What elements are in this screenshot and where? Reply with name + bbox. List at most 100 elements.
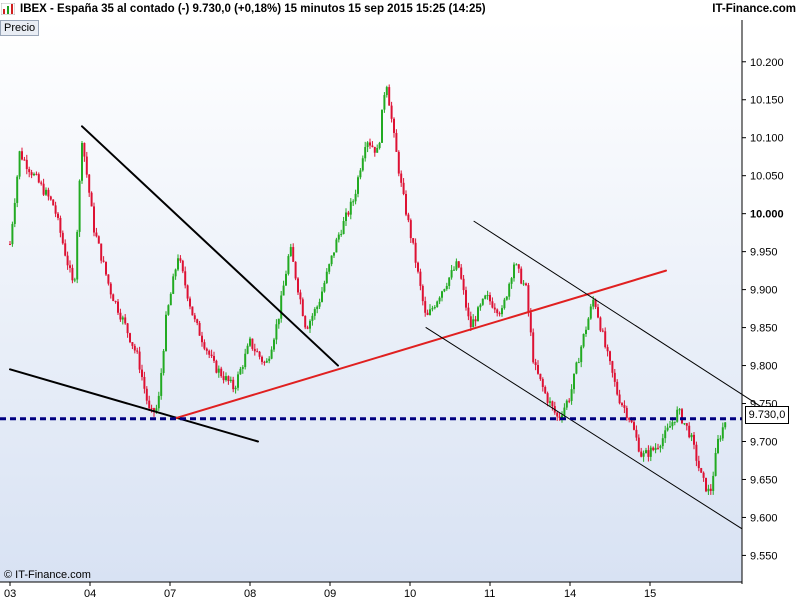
candle-body bbox=[83, 142, 86, 157]
candle-body bbox=[311, 315, 314, 321]
candle-body bbox=[121, 317, 124, 320]
candle-body bbox=[621, 403, 623, 406]
y-tick-label: 9.900 bbox=[750, 285, 778, 297]
candle-body bbox=[625, 407, 628, 418]
candle-body bbox=[628, 417, 631, 420]
candle-body bbox=[165, 314, 167, 351]
candle-body bbox=[712, 475, 715, 491]
candle-body bbox=[167, 305, 170, 315]
candle-body bbox=[186, 285, 189, 299]
candle-body bbox=[66, 255, 69, 266]
candle-body bbox=[491, 301, 494, 308]
candle-body bbox=[606, 347, 609, 352]
candle-body bbox=[71, 267, 74, 281]
candle-body bbox=[251, 338, 254, 349]
candle-body bbox=[527, 285, 530, 313]
candle-body bbox=[150, 408, 153, 410]
candle-body bbox=[201, 335, 203, 343]
y-tick-label: 10.100 bbox=[750, 133, 784, 145]
candle-body bbox=[193, 315, 196, 320]
candle-body bbox=[467, 307, 470, 317]
candle-body bbox=[647, 450, 650, 457]
candle-body bbox=[21, 151, 23, 160]
candle-body bbox=[210, 354, 213, 356]
candle-body bbox=[424, 301, 427, 313]
candle-body bbox=[393, 118, 395, 133]
candle-body bbox=[361, 158, 364, 171]
candle-body bbox=[177, 258, 179, 270]
candle-body bbox=[107, 274, 110, 284]
x-tick-label: 14 bbox=[564, 588, 576, 600]
candle-body bbox=[409, 220, 412, 239]
candle-body bbox=[397, 151, 400, 174]
candle-body bbox=[97, 236, 100, 244]
candle-body bbox=[417, 262, 419, 272]
candle-body bbox=[179, 258, 182, 261]
x-tick-label: 09 bbox=[324, 588, 336, 600]
candle-body bbox=[268, 358, 271, 361]
x-tick-label: 08 bbox=[244, 588, 256, 600]
candle-body bbox=[465, 290, 467, 308]
candle-body bbox=[381, 109, 383, 143]
candle-body bbox=[477, 307, 479, 322]
candle-body bbox=[441, 291, 443, 298]
y-tick-label: 10.200 bbox=[750, 57, 784, 69]
candle-body bbox=[181, 260, 184, 272]
candle-body bbox=[364, 147, 367, 159]
x-tick-label: 15 bbox=[644, 588, 656, 600]
candle-body bbox=[544, 386, 547, 394]
candle-body bbox=[49, 196, 52, 200]
candle-body bbox=[484, 295, 487, 299]
candle-body bbox=[237, 374, 239, 388]
candle-body bbox=[549, 401, 551, 403]
candle-body bbox=[330, 255, 333, 265]
trendline-4 bbox=[425, 327, 743, 530]
candle-body bbox=[412, 238, 415, 243]
candle-body bbox=[556, 412, 559, 417]
candle-body bbox=[448, 277, 451, 286]
candle-body bbox=[232, 379, 235, 390]
candle-body bbox=[155, 408, 158, 412]
candle-body bbox=[453, 269, 455, 271]
candle-body bbox=[616, 381, 619, 395]
y-tick-label: 9.700 bbox=[750, 437, 778, 449]
candle-body bbox=[222, 376, 225, 381]
candle-body bbox=[529, 312, 532, 333]
candle-body bbox=[30, 172, 33, 176]
candle-body bbox=[642, 453, 645, 457]
candle-body bbox=[81, 142, 83, 181]
candle-body bbox=[85, 156, 88, 175]
candle-body bbox=[208, 350, 211, 355]
candle-body bbox=[354, 193, 357, 202]
candle-body bbox=[131, 342, 134, 346]
price-tab[interactable]: Precio bbox=[0, 20, 40, 36]
candle-body bbox=[357, 177, 359, 194]
trendline-1 bbox=[9, 368, 259, 443]
candle-body bbox=[133, 345, 136, 351]
candle-body bbox=[429, 309, 431, 315]
x-tick-label: 07 bbox=[164, 588, 176, 600]
candle-body bbox=[589, 306, 592, 319]
trendline-5 bbox=[473, 220, 763, 408]
candle-body bbox=[102, 260, 105, 262]
y-tick-label: 9.950 bbox=[750, 247, 778, 259]
candle-body bbox=[78, 180, 81, 232]
candle-body bbox=[306, 327, 309, 329]
candle-body bbox=[676, 409, 679, 422]
candle-body bbox=[42, 183, 45, 195]
candle-body bbox=[95, 232, 98, 237]
plot-area bbox=[0, 20, 742, 582]
candle-body bbox=[551, 401, 554, 407]
candle-body bbox=[573, 373, 575, 390]
candle-body bbox=[630, 419, 633, 423]
candle-body bbox=[273, 339, 275, 350]
candle-body bbox=[9, 244, 11, 246]
candle-body bbox=[640, 451, 643, 457]
candle-body bbox=[333, 252, 335, 256]
candle-body bbox=[328, 264, 331, 272]
candle-body bbox=[359, 170, 362, 178]
candle-body bbox=[239, 368, 242, 375]
trendlines bbox=[9, 125, 763, 530]
candle-body bbox=[28, 169, 31, 173]
candle-body bbox=[169, 293, 172, 306]
